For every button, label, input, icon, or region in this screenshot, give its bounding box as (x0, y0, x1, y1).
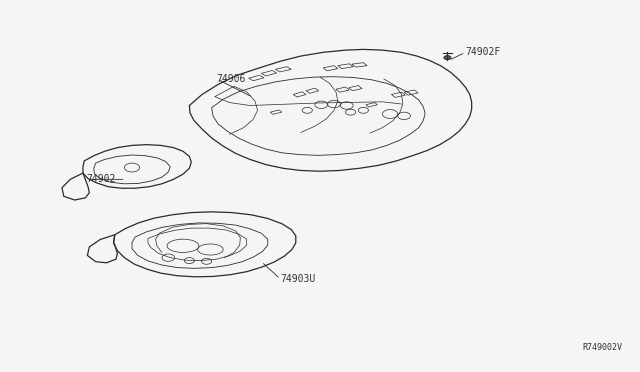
Text: R749002V: R749002V (582, 343, 623, 352)
Circle shape (444, 55, 451, 60)
Text: 74902F: 74902F (465, 47, 500, 57)
Text: 74902: 74902 (86, 174, 115, 185)
Text: 74903U: 74903U (280, 274, 316, 284)
Text: 74906: 74906 (217, 74, 246, 84)
